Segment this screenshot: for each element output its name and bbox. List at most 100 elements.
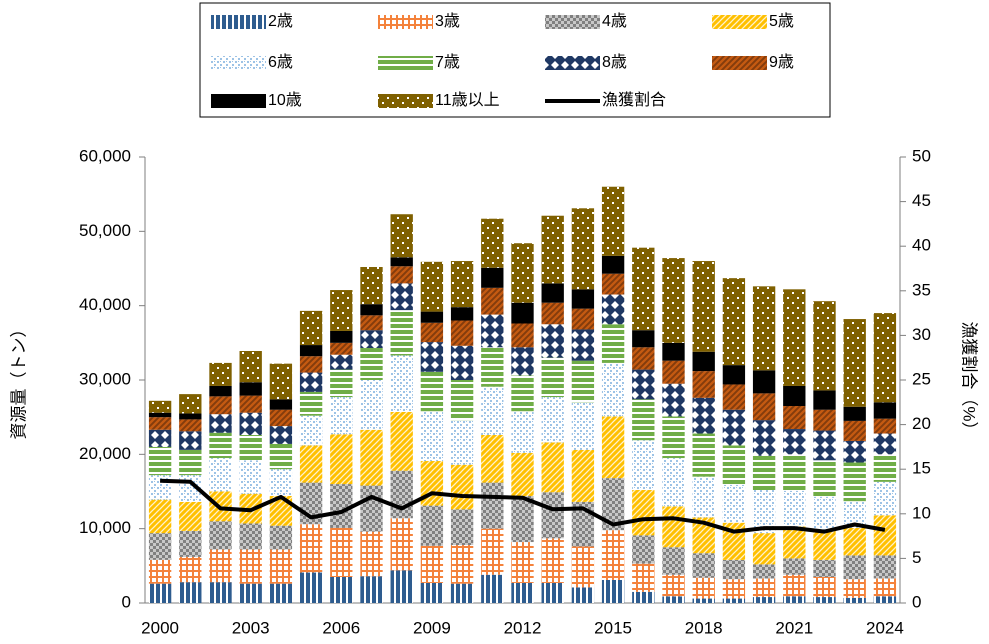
- bar-segment: [783, 558, 806, 575]
- bar-segment: [843, 406, 866, 421]
- bar-segment: [148, 400, 172, 413]
- bar-segment: [511, 452, 534, 496]
- bar-segment: [843, 597, 866, 603]
- bar-segment: [269, 583, 293, 603]
- bar-segment: [692, 351, 715, 372]
- bar-segment: [783, 526, 806, 559]
- bar-segment: [843, 501, 866, 528]
- bar-segment: [269, 469, 293, 496]
- y-axis-title: 資源量（トン）: [9, 321, 28, 440]
- bar-segment: [239, 460, 262, 494]
- bar-segment: [481, 574, 504, 603]
- bar-segment: [813, 597, 836, 603]
- x-tick-label: 2000: [141, 618, 179, 637]
- bar-segment: [571, 546, 595, 588]
- legend-swatch: [545, 15, 600, 29]
- bar-segment: [722, 278, 746, 366]
- bar-segment: [420, 342, 444, 372]
- legend-label: 8歳: [602, 53, 627, 71]
- bar-segment: [571, 289, 595, 309]
- bar-segment: [148, 417, 172, 430]
- bar-segment: [511, 323, 534, 348]
- legend-swatch: [378, 15, 433, 29]
- bar-segment: [783, 596, 806, 603]
- y2-tick-label: 0: [912, 592, 921, 611]
- bar-segment: [752, 597, 776, 603]
- bar-segment: [662, 458, 685, 507]
- legend-label: 5歳: [769, 12, 794, 30]
- legend-label: 2歳: [268, 12, 293, 30]
- bar-segment: [662, 547, 685, 575]
- bar-segment: [873, 555, 897, 579]
- bar-segment: [843, 420, 866, 441]
- bar-segment: [541, 324, 564, 358]
- bar-segment: [843, 440, 866, 463]
- legend-swatch: [378, 56, 433, 70]
- y2-tick-label: 20: [912, 414, 931, 433]
- bar-segment: [541, 538, 564, 583]
- bar-segment: [239, 435, 262, 461]
- bar-segment: [511, 582, 534, 603]
- bar-segment: [511, 542, 534, 583]
- bar-segment: [360, 531, 383, 577]
- y2-tick-label: 50: [912, 146, 931, 165]
- bar-segment: [601, 478, 625, 531]
- bar-segment: [179, 449, 202, 476]
- bar-segment: [511, 243, 534, 303]
- bar-segment: [148, 475, 172, 500]
- bar-segment: [541, 492, 564, 539]
- x-tick-label: 2003: [232, 618, 270, 637]
- bar-segment: [752, 420, 776, 456]
- bar-segment: [541, 442, 564, 493]
- line-series: [160, 478, 886, 534]
- legend-swatch: [378, 94, 433, 108]
- bar-segment: [299, 372, 323, 392]
- bar-segment: [209, 414, 232, 433]
- bar-segment: [692, 476, 715, 518]
- bar-segment: [209, 396, 232, 415]
- bar-segment: [692, 261, 715, 352]
- bar-segment: [450, 420, 474, 465]
- bar-segment: [692, 553, 715, 578]
- bar-segment: [390, 214, 413, 258]
- bar-segment: [360, 429, 383, 486]
- bar-segment: [360, 315, 383, 331]
- bar-segment: [148, 412, 172, 418]
- bar-segment: [752, 533, 776, 565]
- bar-segment: [873, 578, 897, 597]
- x-tick-label: 2009: [413, 618, 451, 637]
- legend-swatch: [211, 56, 266, 70]
- bar-segment: [692, 577, 715, 599]
- bar-segment: [511, 495, 534, 543]
- bar-segment: [360, 485, 383, 532]
- bar-segment: [330, 484, 353, 528]
- bar-segment: [843, 527, 866, 556]
- bar-segment: [722, 384, 746, 410]
- legend-swatch: [211, 94, 266, 108]
- bar-segment: [209, 432, 232, 459]
- y-tick-label: 50,000: [79, 221, 131, 240]
- bar-segment: [511, 302, 534, 324]
- bar-segment: [783, 454, 806, 491]
- bar-segment: [601, 186, 625, 256]
- bar-segment: [299, 391, 323, 416]
- bar-segment: [783, 385, 806, 407]
- bar-segment: [330, 354, 353, 370]
- bar-segment: [179, 530, 202, 557]
- legend-swatch: [545, 56, 600, 70]
- bar-segment: [330, 369, 353, 398]
- bar-segment: [722, 365, 746, 385]
- bar-segment: [632, 563, 655, 592]
- bar-segment: [481, 528, 504, 575]
- bar-segment: [481, 482, 504, 529]
- bar-segment: [481, 435, 504, 483]
- bar-segment: [692, 517, 715, 554]
- bar-segment: [571, 360, 595, 403]
- bar-segment: [511, 411, 534, 453]
- bar-segment: [390, 470, 413, 519]
- bar-segment: [179, 394, 202, 414]
- bar-segment: [330, 527, 353, 577]
- legend-label: 3歳: [435, 12, 460, 30]
- bar-segment: [813, 430, 836, 461]
